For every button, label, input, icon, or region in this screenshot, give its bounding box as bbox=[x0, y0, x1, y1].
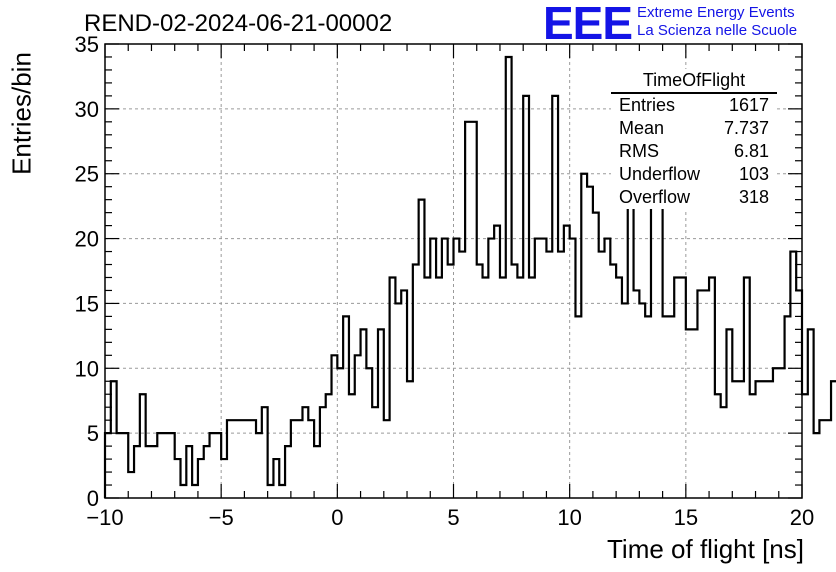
stats-value: 318 bbox=[738, 187, 769, 207]
histogram-line bbox=[103, 55, 836, 498]
y-axis-label: Entries/bin bbox=[6, 52, 37, 175]
stats-row-rms: RMS 6.81 bbox=[611, 140, 777, 163]
stats-value: 103 bbox=[738, 164, 769, 184]
y-tick-labels: 0 5 10 15 20 25 30 35 bbox=[75, 32, 99, 511]
logo-caption: Extreme Energy Events La Scienza nelle S… bbox=[637, 4, 797, 40]
stats-row-entries: Entries 1617 bbox=[611, 94, 777, 117]
x-tick-label: 0 bbox=[331, 505, 343, 530]
y-tick-label: 30 bbox=[75, 97, 99, 122]
chart-title: REND-02-2024-06-21-00002 bbox=[84, 10, 393, 37]
stats-label: Overflow bbox=[619, 187, 691, 207]
stats-label: RMS bbox=[619, 141, 659, 161]
logo-caption-line1: Extreme Energy Events bbox=[637, 4, 795, 21]
stats-label: Mean bbox=[619, 118, 665, 138]
x-tick-label: −10 bbox=[86, 505, 123, 530]
logo-caption-line2: La Scienza nelle Scuole bbox=[637, 22, 798, 39]
stats-value: 6.81 bbox=[733, 141, 769, 161]
y-tick-label: 35 bbox=[75, 32, 99, 57]
stats-row-mean: Mean 7.737 bbox=[611, 117, 777, 140]
y-tick-label: 10 bbox=[75, 356, 99, 381]
stats-row-overflow: Overflow 318 bbox=[611, 186, 777, 209]
x-tick-label: 15 bbox=[674, 505, 698, 530]
stats-label: Entries bbox=[619, 95, 676, 115]
eee-logo: EEE bbox=[543, 0, 633, 49]
y-tick-label: 20 bbox=[75, 227, 99, 252]
stats-value: 1617 bbox=[728, 95, 769, 115]
y-tick-label: 0 bbox=[87, 486, 99, 511]
stats-value: 7.737 bbox=[723, 118, 769, 138]
y-tick-label: 25 bbox=[75, 162, 99, 187]
stats-box: TimeOfFlight Entries 1617 Mean 7.737 RMS… bbox=[611, 69, 777, 209]
x-tick-labels: −10 −5 0 5 10 15 20 bbox=[86, 505, 814, 530]
stats-label: Underflow bbox=[619, 164, 701, 184]
stats-title: TimeOfFlight bbox=[611, 69, 777, 94]
y-tick-label: 15 bbox=[75, 291, 99, 316]
stats-row-underflow: Underflow 103 bbox=[611, 163, 777, 186]
y-tick-label: 5 bbox=[87, 421, 99, 446]
axis-ticks bbox=[104, 43, 803, 499]
x-axis-label: Time of flight [ns] bbox=[607, 534, 804, 564]
x-tick-label: 5 bbox=[447, 505, 459, 530]
x-tick-label: −5 bbox=[209, 505, 234, 530]
x-tick-label: 10 bbox=[557, 505, 581, 530]
x-tick-label: 20 bbox=[790, 505, 814, 530]
